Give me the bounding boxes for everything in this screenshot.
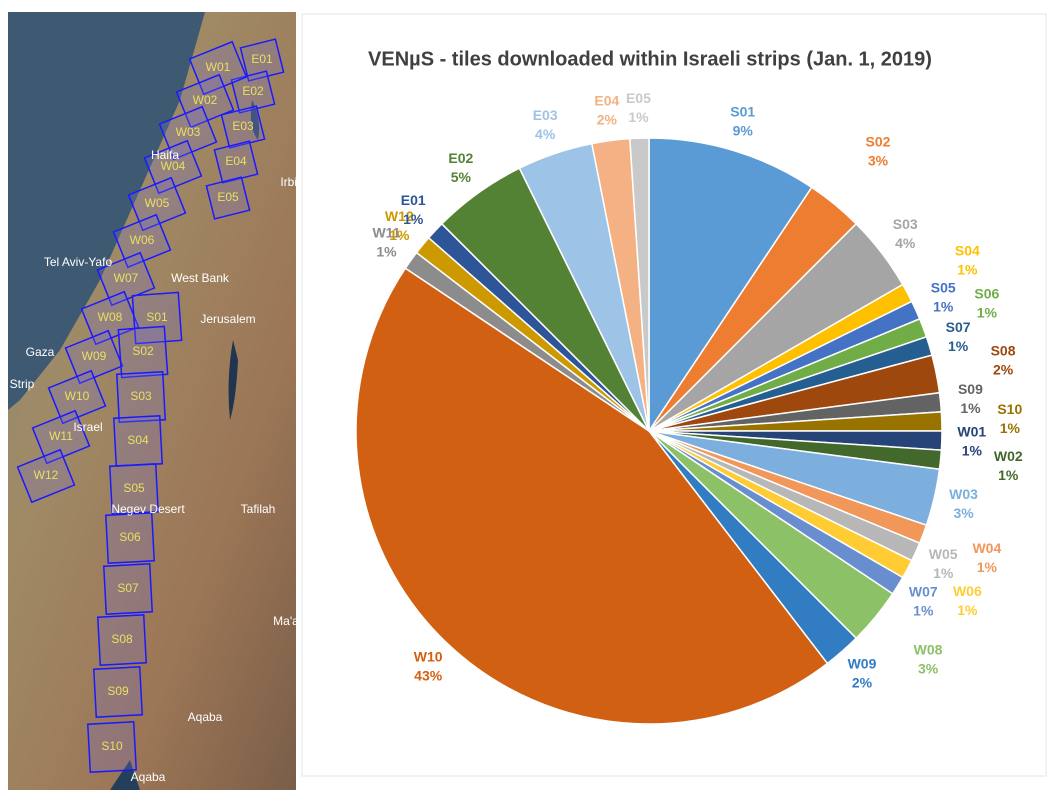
slice-value: 9% [733, 123, 754, 139]
slice-name: S04 [955, 243, 980, 259]
slice-name: S01 [730, 104, 755, 120]
tile-label: S06 [119, 530, 141, 544]
slice-value: 5% [451, 169, 472, 185]
tile-label: W08 [98, 310, 123, 324]
tile-label: W10 [65, 389, 90, 403]
tile-label: W11 [49, 429, 73, 443]
place-label: Jerusalem [200, 312, 255, 326]
slice-value: 1% [960, 400, 981, 416]
page: E01 E02 E03 E04 E05 W01 W02 W03 W04 W05 W06 W07 W08 W… [0, 0, 1048, 796]
slice-name: S08 [991, 342, 1016, 358]
chart-title: VENµS - tiles downloaded within Israeli … [368, 48, 932, 70]
slice-value: 43% [414, 667, 443, 683]
slice-name: W02 [994, 448, 1023, 464]
place-label: Aqaba [131, 770, 166, 784]
place-label: Aqaba [188, 710, 223, 724]
slice-name: E01 [401, 192, 426, 208]
slice-value: 1% [933, 565, 954, 581]
slice-name: E03 [533, 107, 558, 123]
slice-name: W01 [957, 423, 986, 439]
slice-value: 3% [868, 153, 889, 169]
place-label: Irbid [280, 175, 303, 189]
slice-value: 1% [628, 109, 649, 125]
tile-label: S04 [127, 433, 149, 447]
slice-name: E04 [594, 92, 619, 108]
slice-value: 1% [977, 559, 998, 575]
tile-label: W05 [145, 196, 170, 210]
tile-label: W01 [206, 60, 231, 74]
slice-value: 1% [948, 338, 969, 354]
tile-label: W06 [130, 233, 155, 247]
tile-label: S03 [130, 389, 152, 403]
slice-value: 1% [913, 602, 934, 618]
tile-label: W12 [34, 468, 59, 482]
slice-name: W08 [914, 642, 943, 658]
slice-name: E05 [626, 90, 651, 106]
tile-label: W02 [193, 93, 218, 107]
slice-value: 1% [977, 305, 998, 321]
slice-value: 4% [895, 235, 916, 251]
slice-value: 2% [852, 675, 873, 691]
tile-label: E05 [217, 190, 239, 204]
tile-label: W09 [82, 349, 107, 363]
tile-label: W03 [176, 125, 201, 139]
slice-name: W07 [909, 583, 938, 599]
slice-value: 2% [993, 361, 1014, 377]
slice-value: 2% [597, 111, 618, 127]
map: E01E02E03E04E05W01W02W03W04W05W06W07W08W… [8, 12, 304, 790]
place-label: Strip [10, 377, 35, 391]
slice-name: W04 [972, 540, 1001, 556]
slice-value: 1% [957, 602, 978, 618]
slice-name: S09 [958, 381, 983, 397]
slice-value: 1% [962, 442, 983, 458]
tile-label: E04 [225, 154, 247, 168]
slice-name: S03 [893, 216, 918, 232]
tile-label: W07 [114, 271, 139, 285]
slice-name: S06 [974, 286, 999, 302]
place-label: Gaza [26, 345, 55, 359]
tile-label: E02 [242, 84, 264, 98]
slice-name: W03 [949, 486, 978, 502]
tile-label: S09 [107, 684, 129, 698]
place-label: Haifa [151, 148, 179, 162]
slice-name: S10 [997, 401, 1022, 417]
tile-label: S07 [117, 581, 139, 595]
slice-name: W05 [929, 546, 958, 562]
place-label: West Bank [171, 271, 230, 285]
slice-value: 1% [998, 467, 1019, 483]
slice-name: S02 [866, 134, 891, 150]
slice-name: W09 [848, 656, 877, 672]
slice-value: 1% [933, 298, 954, 314]
tile-label: E03 [232, 119, 254, 133]
slice-name: E02 [448, 150, 473, 166]
slice-name: S05 [931, 279, 956, 295]
slice-value: 1% [376, 244, 397, 260]
slice-name: S07 [946, 319, 971, 335]
tile-label: S05 [123, 481, 145, 495]
slice-value: 1% [1000, 420, 1021, 436]
slice-value: 1% [957, 262, 978, 278]
tile-label: S02 [132, 344, 154, 358]
slice-value: 4% [535, 126, 556, 142]
slice-name: W06 [953, 583, 982, 599]
place-label: Tafilah [241, 502, 276, 516]
slice-value: 1% [389, 227, 410, 243]
tile-label: S01 [146, 310, 168, 324]
place-label: Ma'a [273, 614, 299, 628]
slice-value: 3% [918, 661, 939, 677]
tile-label: S10 [101, 739, 123, 753]
place-label: Israel [73, 420, 102, 434]
slice-name: W10 [414, 648, 443, 664]
tile-label: S08 [111, 632, 133, 646]
place-label: Tel Aviv-Yafo [44, 255, 113, 269]
tile-label: E01 [251, 52, 273, 66]
slice-value: 3% [953, 505, 974, 521]
slice-value: 1% [403, 211, 424, 227]
place-label: Negev Desert [111, 502, 185, 516]
